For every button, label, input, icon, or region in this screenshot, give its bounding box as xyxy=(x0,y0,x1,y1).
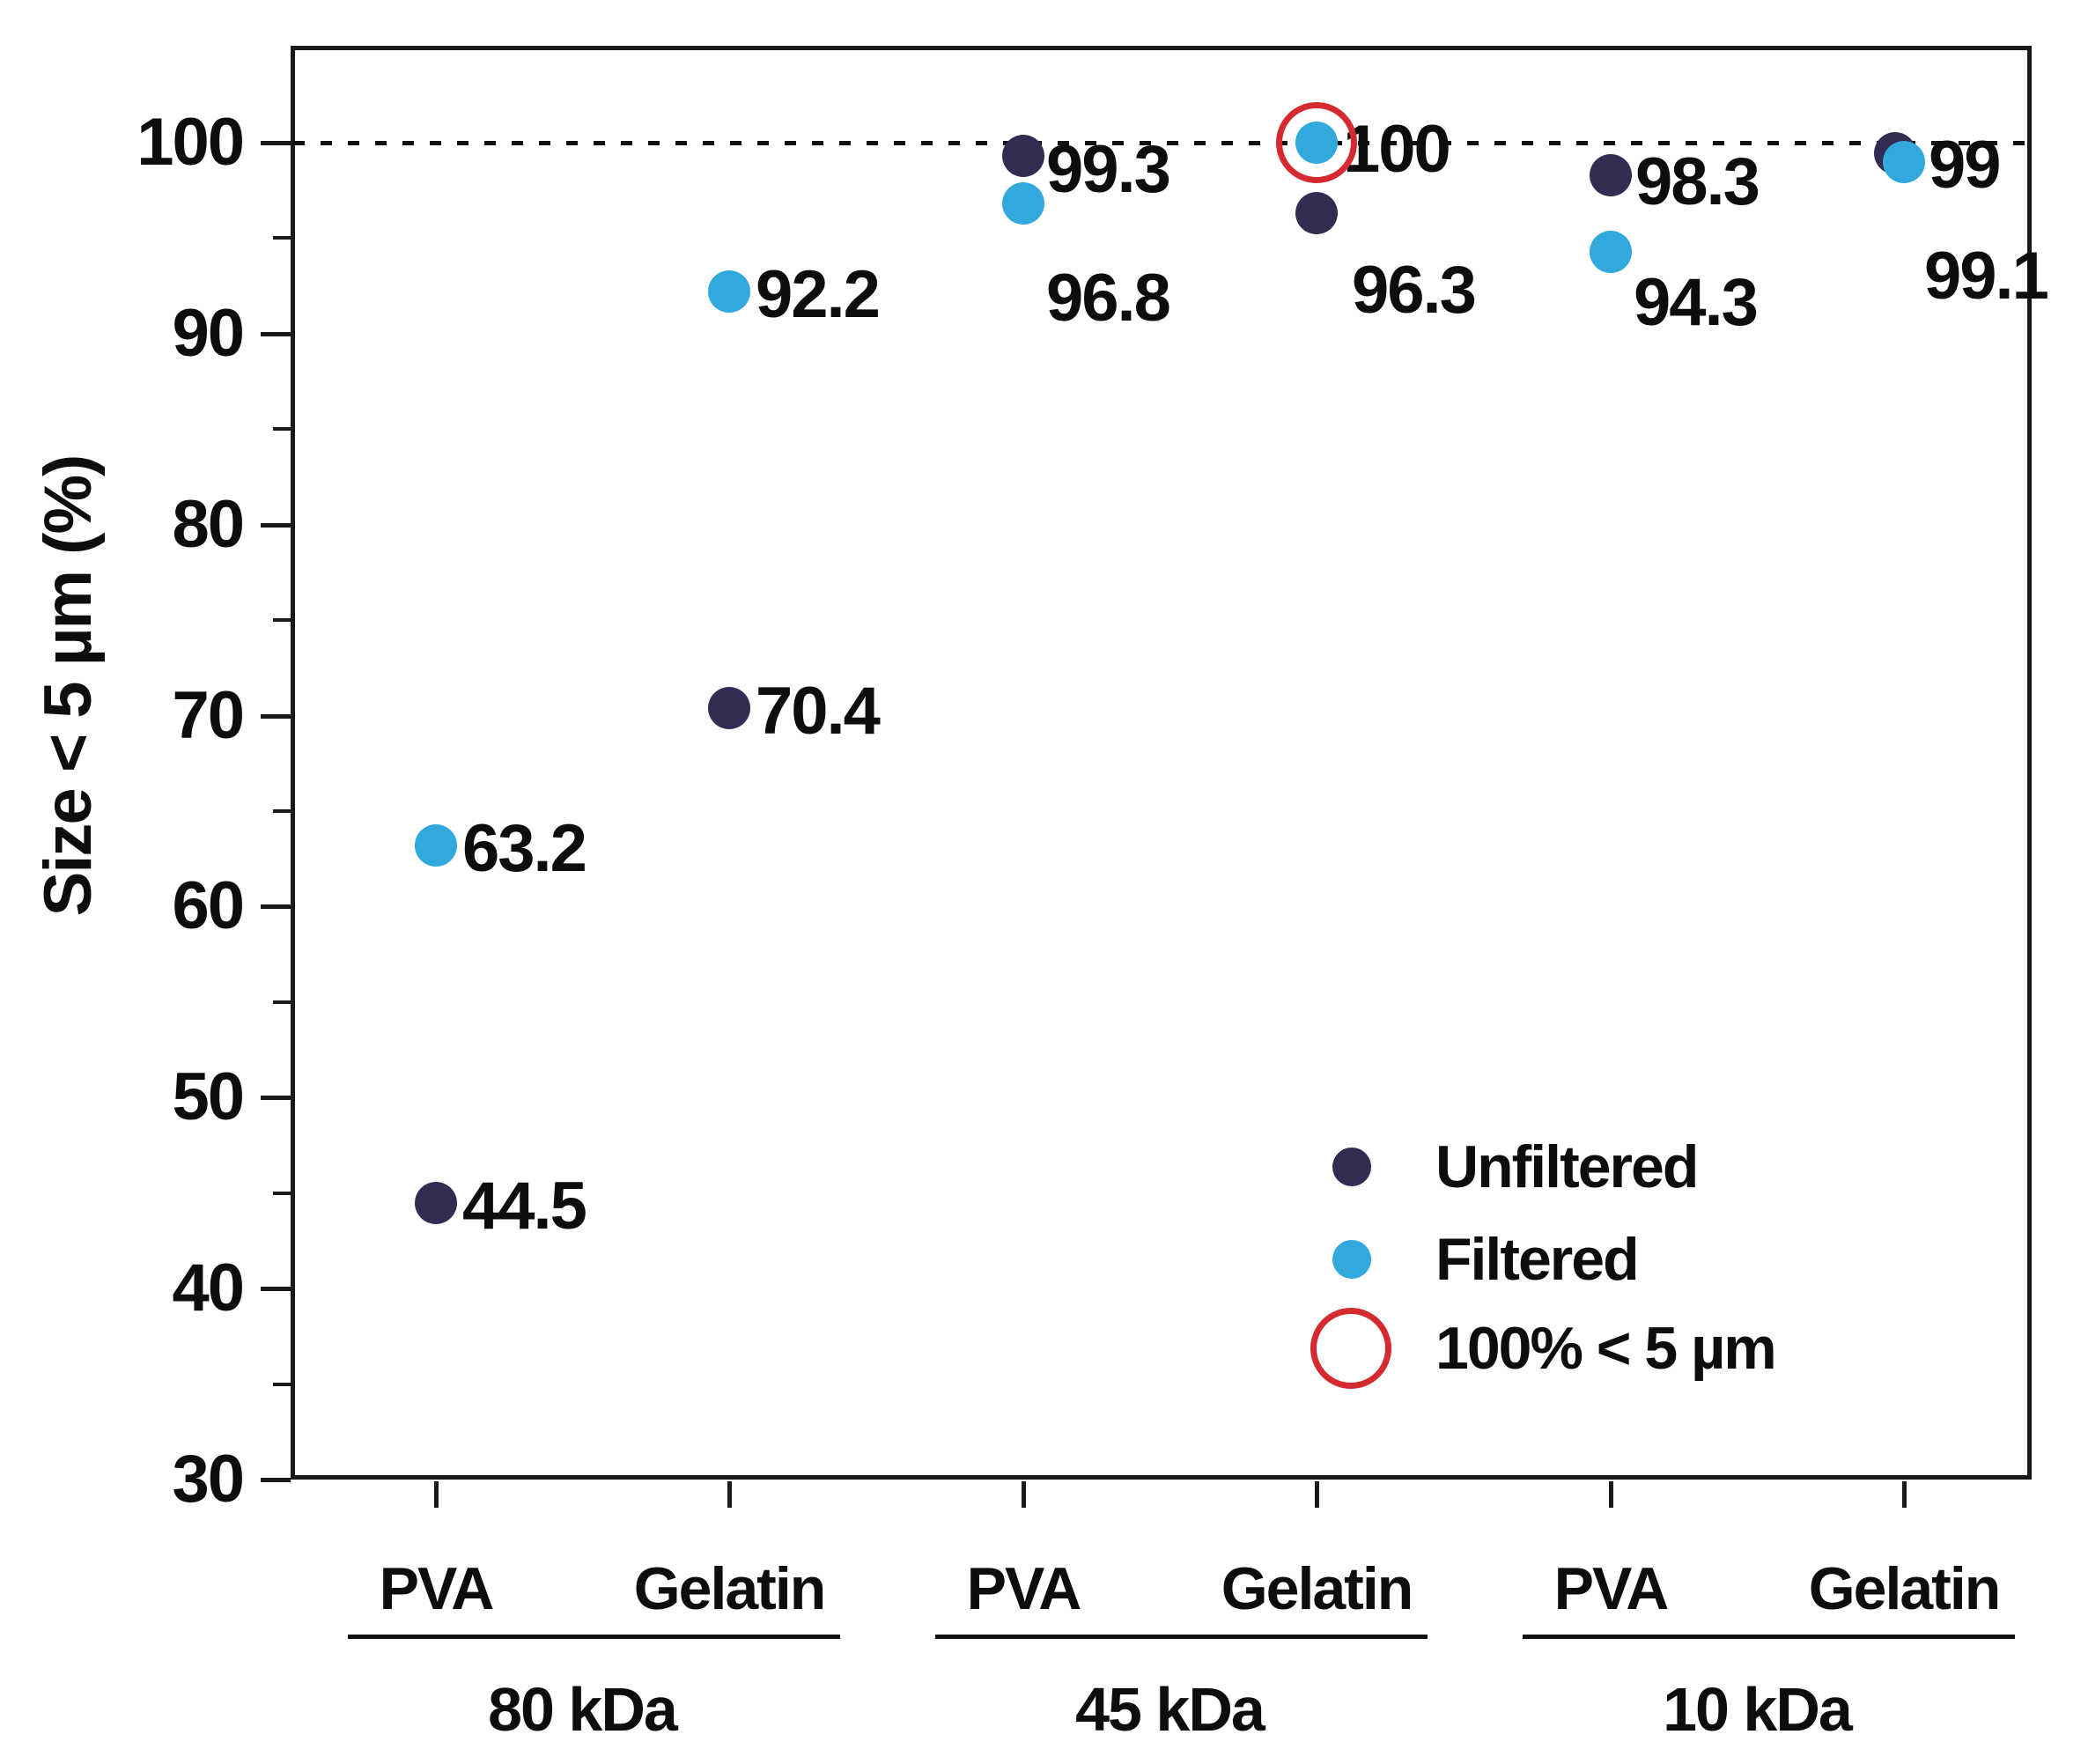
y-tick-minor xyxy=(273,427,291,432)
y-tick-major xyxy=(261,141,291,145)
y-tick-major xyxy=(261,331,291,336)
y-tick-minor xyxy=(273,1382,291,1386)
data-point-label: 96.3 xyxy=(1352,253,1477,328)
y-tick-minor xyxy=(273,618,291,623)
x-tick xyxy=(1609,1481,1613,1508)
category-label-pva-45kda: PVA xyxy=(966,1555,1082,1622)
data-point-unfiltered xyxy=(1590,153,1632,196)
category-label-pva-10kda: PVA xyxy=(1553,1555,1670,1622)
data-point-label: 92.2 xyxy=(756,257,881,333)
y-tick-label: 100 xyxy=(136,105,245,180)
y-tick-major xyxy=(261,1096,291,1101)
y-tick-label: 90 xyxy=(172,295,245,371)
y-tick-minor xyxy=(273,809,291,813)
category-label-gelatin-45kda: Gelatin xyxy=(1221,1555,1414,1622)
y-tick-label: 80 xyxy=(172,486,245,562)
group-underline-80kda xyxy=(348,1635,840,1639)
legend-unfiltered-dot-icon xyxy=(1332,1148,1371,1186)
data-point-label: 70.4 xyxy=(756,673,881,749)
data-point-unfiltered xyxy=(1002,135,1044,178)
y-tick-major xyxy=(261,713,291,719)
y-tick-label: 60 xyxy=(172,868,245,944)
data-point-label: 99 xyxy=(1929,127,2002,203)
x-tick xyxy=(1902,1481,1907,1508)
group-underline-10kda xyxy=(1523,1635,2015,1639)
group-label-45kda: 45 kDa xyxy=(1075,1675,1265,1744)
data-point-label: 98.3 xyxy=(1635,144,1760,219)
data-point-label: 44.5 xyxy=(462,1168,587,1244)
group-label-10kda: 10 kDa xyxy=(1663,1675,1853,1744)
data-point-label: 96.8 xyxy=(1046,261,1171,336)
data-point-label: 99.3 xyxy=(1046,132,1171,208)
data-point-label: 100 xyxy=(1343,112,1451,187)
x-tick xyxy=(434,1481,439,1508)
group-underline-45kda xyxy=(935,1635,1428,1639)
x-tick xyxy=(727,1481,732,1508)
y-tick-label: 40 xyxy=(172,1251,245,1326)
legend-filtered-label: Filtered xyxy=(1435,1226,1640,1293)
highlight-red-circle-icon xyxy=(1276,102,1357,183)
data-point-filtered xyxy=(1590,230,1632,273)
data-point-unfiltered xyxy=(415,1181,457,1224)
y-tick-major xyxy=(261,1287,291,1292)
legend-100pct-label: 100% < 5 µm xyxy=(1435,1315,1777,1382)
data-point-unfiltered xyxy=(1295,192,1338,235)
data-point-filtered xyxy=(1002,182,1044,225)
y-tick-major xyxy=(261,904,291,910)
legend-open-circle-icon xyxy=(1310,1308,1391,1389)
legend-filtered-dot-icon xyxy=(1332,1240,1371,1279)
x-tick xyxy=(1315,1481,1319,1508)
group-label-80kda: 80 kDa xyxy=(488,1675,678,1744)
y-tick-major xyxy=(261,522,291,528)
y-tick-minor xyxy=(273,1191,291,1195)
data-point-unfiltered xyxy=(708,686,750,729)
y-tick-minor xyxy=(273,236,291,240)
data-point-filtered xyxy=(415,824,457,867)
y-tick-label: 70 xyxy=(172,677,245,753)
plot-frame xyxy=(291,46,2032,1480)
y-tick-major xyxy=(261,1478,291,1482)
data-point-filtered xyxy=(1883,140,1925,183)
data-point-label: 63.2 xyxy=(462,811,587,887)
data-point-label: 94.3 xyxy=(1634,264,1759,340)
y-tick-minor xyxy=(273,1000,291,1004)
category-label-pva-80kda: PVA xyxy=(379,1555,495,1622)
category-label-gelatin-10kda: Gelatin xyxy=(1808,1555,2002,1622)
data-point-filtered xyxy=(708,270,750,314)
data-point-label: 99.1 xyxy=(1924,238,2049,314)
y-tick-label: 30 xyxy=(172,1442,245,1517)
y-tick-label: 50 xyxy=(172,1059,245,1135)
category-label-gelatin-80kda: Gelatin xyxy=(633,1555,827,1622)
legend-unfiltered-label: Unfiltered xyxy=(1435,1133,1699,1200)
x-tick xyxy=(1022,1481,1026,1508)
reference-line-100pct xyxy=(293,141,2032,145)
